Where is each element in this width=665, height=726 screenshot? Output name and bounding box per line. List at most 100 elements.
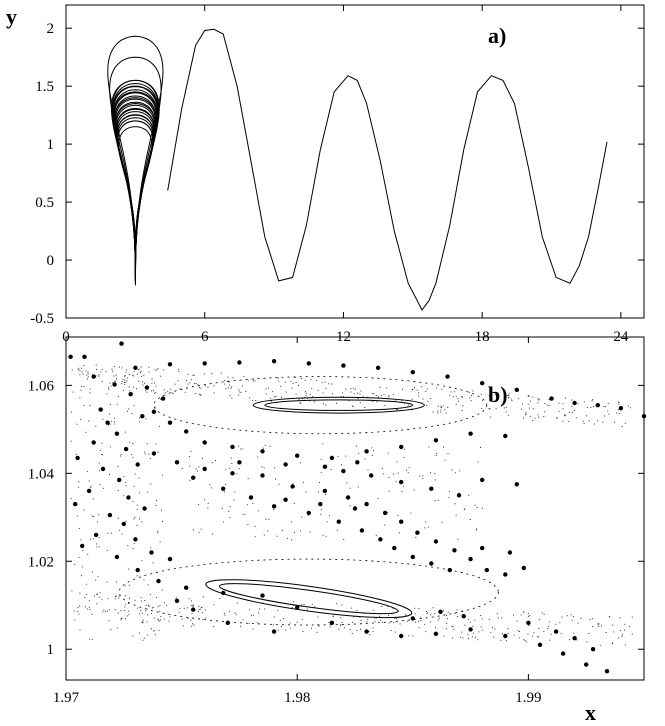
chaotic-sea-dot [320, 513, 322, 515]
chaotic-sea-dot [372, 401, 374, 402]
chaotic-sea-dot [98, 375, 100, 377]
chaotic-sea-dot [238, 445, 240, 447]
chaotic-sea-dot [107, 532, 109, 534]
chaotic-sea-dot [91, 571, 93, 573]
chaotic-sea-dot [132, 501, 134, 503]
trajectory-point [191, 607, 196, 612]
chaotic-sea-dot [440, 409, 442, 411]
chaotic-sea-dot [435, 387, 437, 389]
chaotic-sea-dot [541, 612, 543, 614]
chaotic-sea-dot [470, 400, 472, 402]
chaotic-sea-dot [113, 375, 115, 377]
chaotic-sea-dot [246, 504, 248, 506]
chaotic-sea-dot [340, 625, 341, 627]
chaotic-sea-dot [155, 505, 157, 506]
chaotic-sea-dot [418, 392, 420, 394]
chaotic-sea-dot [457, 538, 459, 540]
chaotic-sea-dot [309, 531, 311, 533]
trajectory-point [93, 532, 99, 538]
chaotic-sea-dot [96, 603, 98, 605]
chaotic-sea-dot [451, 625, 453, 627]
chaotic-sea-dot [561, 616, 563, 618]
trajectory-point [572, 636, 577, 641]
stability-island [205, 579, 413, 619]
chaotic-sea-dot [316, 380, 318, 381]
chaotic-sea-dot [415, 536, 417, 538]
panel-b-x-tick-label: 1.98 [284, 690, 310, 706]
chaotic-sea-dot [78, 486, 80, 488]
chaotic-sea-dot [336, 529, 338, 531]
chaotic-sea-dot [252, 503, 254, 505]
chaotic-sea-dot [388, 622, 390, 624]
chaotic-sea-dot [234, 612, 236, 614]
chaotic-sea-dot [454, 613, 456, 615]
chaotic-sea-dot [620, 630, 622, 631]
chaotic-sea-dot [480, 626, 482, 628]
panel-a-y-tick-label: 2 [47, 21, 55, 37]
chaotic-sea-dot [254, 380, 256, 382]
chaotic-sea-dot [538, 416, 540, 418]
trajectory-point [364, 629, 369, 634]
chaotic-sea-dot [570, 614, 572, 616]
chaotic-sea-dot [455, 514, 457, 516]
chaotic-sea-dot [318, 625, 320, 627]
chaotic-sea-dot [462, 637, 464, 639]
chaotic-sea-dot [611, 642, 613, 644]
chaotic-sea-dot [145, 418, 147, 420]
chaotic-sea-dot [381, 621, 383, 623]
chaotic-sea-dot [114, 609, 116, 610]
chaotic-sea-dot [192, 605, 194, 607]
chaotic-sea-dot [434, 500, 436, 502]
chaotic-sea-dot [580, 618, 582, 619]
chaotic-sea-dot [281, 625, 282, 627]
chaotic-sea-dot [147, 491, 149, 493]
chaotic-sea-dot [240, 448, 242, 450]
chaotic-sea-dot [434, 479, 436, 481]
chaotic-sea-dot [148, 604, 149, 606]
chaotic-sea-dot [128, 614, 130, 616]
chaotic-sea-dot [301, 618, 303, 620]
chaotic-sea-dot [341, 604, 343, 606]
chaotic-sea-dot [357, 486, 359, 488]
chaotic-sea-dot [414, 613, 416, 615]
chaotic-sea-dot [340, 396, 342, 398]
trajectory-point [142, 506, 147, 511]
chaotic-sea-dot [531, 635, 533, 637]
chaotic-sea-dot [145, 390, 147, 392]
chaotic-sea-dot [254, 526, 256, 527]
chaotic-sea-dot [301, 516, 303, 518]
chaotic-sea-dot [392, 394, 394, 396]
chaotic-sea-dot [614, 421, 616, 423]
chaotic-sea-dot [159, 541, 161, 543]
trajectory-point [595, 403, 600, 408]
chaotic-sea-dot [527, 403, 529, 405]
trajectory-point [184, 429, 189, 434]
chaotic-sea-dot [157, 451, 159, 453]
trajectory-point [114, 431, 120, 436]
chaotic-sea-dot [402, 388, 403, 390]
chaotic-sea-dot [299, 402, 301, 404]
chaotic-sea-dot [408, 635, 410, 637]
chaotic-sea-dot [121, 381, 123, 382]
chaotic-sea-dot [564, 397, 566, 399]
chaotic-sea-dot [311, 603, 313, 605]
chaotic-sea-dot [481, 507, 483, 509]
chaotic-sea-dot [136, 575, 138, 577]
chaotic-sea-dot [99, 484, 101, 485]
chaotic-sea-dot [162, 474, 163, 476]
chaotic-sea-dot [143, 579, 145, 581]
panel-b-scatter [68, 341, 647, 674]
chaotic-sea-dot [445, 412, 447, 414]
chaotic-sea-dot [111, 368, 113, 370]
chaotic-sea-dot [193, 604, 194, 606]
chaotic-sea-dot [345, 388, 347, 390]
chaotic-sea-dot [230, 387, 232, 389]
chaotic-sea-dot [132, 456, 134, 458]
chaotic-sea-dot [618, 413, 620, 415]
chaotic-sea-dot [368, 630, 370, 632]
chaotic-sea-dot [179, 388, 181, 390]
chaotic-sea-dot [263, 447, 264, 449]
stability-island [264, 399, 414, 411]
chaotic-sea-dot [163, 602, 165, 604]
chaotic-sea-dot [468, 618, 470, 620]
